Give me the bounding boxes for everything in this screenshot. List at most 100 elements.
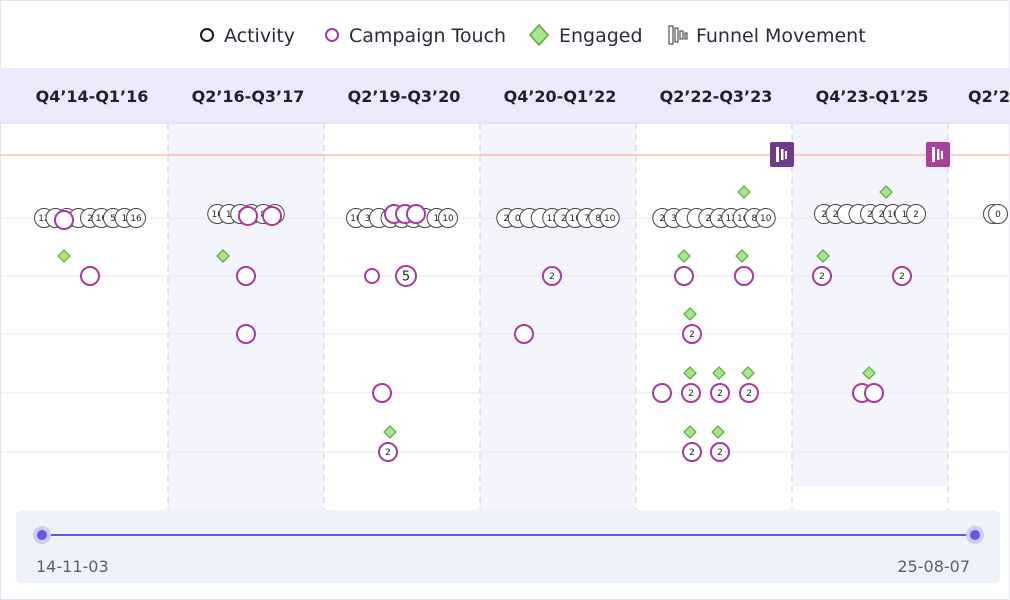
campaign-touch-marker[interactable] — [372, 383, 392, 403]
activity-count: 1 — [902, 210, 908, 220]
campaign-touch-marker[interactable] — [238, 206, 258, 226]
activity-marker[interactable]: 0 — [988, 204, 1008, 224]
period-band — [168, 123, 324, 510]
legend-funnel-icon — [668, 25, 688, 45]
campaign-touch-count: 2 — [717, 448, 723, 458]
activity-marker[interactable]: 10 — [755, 208, 776, 228]
activity-count: 10 — [570, 214, 582, 224]
range-start-handle[interactable] — [37, 530, 47, 540]
campaign-touch-marker[interactable]: 2 — [892, 266, 912, 286]
campaign-touch-marker[interactable]: 2 — [710, 442, 730, 462]
period-band — [480, 123, 636, 510]
engaged-marker[interactable] — [683, 366, 697, 380]
campaign-touch-marker[interactable]: 5 — [395, 265, 417, 287]
campaign-touch-marker[interactable]: 2 — [378, 442, 398, 462]
legend-activity-icon — [200, 28, 214, 42]
funnel-movement-marker[interactable] — [926, 142, 950, 167]
campaign-touch-count: 2 — [899, 272, 905, 282]
campaign-touch-count: 2 — [819, 272, 825, 282]
campaign-touch-marker[interactable]: 2 — [681, 383, 701, 403]
campaign-touch-marker[interactable]: 2 — [682, 442, 702, 462]
campaign-touch-count: 2 — [549, 272, 555, 282]
campaign-touch-count: 5 — [402, 270, 410, 285]
engaged-marker[interactable] — [677, 249, 691, 263]
period-label[interactable]: Q2’16-Q3’17 — [192, 87, 305, 106]
activity-count: 10 — [96, 214, 108, 224]
activity-count: 2 — [879, 210, 885, 220]
engaged-marker[interactable] — [735, 249, 749, 263]
engaged-marker[interactable] — [683, 307, 697, 321]
activity-count: 3 — [671, 214, 677, 224]
activity-count: 3 — [365, 214, 371, 224]
activity-count: 12 — [547, 214, 558, 224]
engaged-marker[interactable] — [816, 249, 830, 263]
period-band — [792, 123, 948, 486]
engaged-marker[interactable] — [683, 425, 697, 439]
engaged-marker[interactable] — [712, 366, 726, 380]
activity-count: 0 — [995, 210, 1001, 220]
range-slider-panel — [16, 510, 1000, 583]
activity-count: 10 — [442, 214, 454, 224]
activity-marker[interactable]: 16 — [126, 208, 146, 228]
range-end-handle[interactable] — [970, 530, 980, 540]
legend-activity-label: Activity — [224, 25, 295, 47]
campaign-touch-marker[interactable] — [80, 266, 100, 286]
campaign-touch-count: 2 — [689, 448, 695, 458]
campaign-touch-marker[interactable] — [262, 206, 282, 226]
activity-count: 12 — [38, 214, 49, 224]
campaign-touch-marker[interactable] — [236, 324, 256, 344]
activity-count: 16 — [130, 214, 142, 224]
engaged-marker[interactable] — [383, 425, 397, 439]
engaged-marker[interactable] — [216, 249, 230, 263]
engaged-marker[interactable] — [862, 366, 876, 380]
activity-count: 10 — [212, 210, 224, 220]
campaign-touch-marker[interactable] — [864, 383, 884, 403]
activity-count: 2 — [821, 210, 827, 220]
period-label[interactable]: Q2’19-Q3’20 — [348, 87, 461, 106]
campaign-touch-count: 2 — [717, 389, 723, 399]
campaign-touch-marker[interactable] — [734, 266, 754, 286]
campaign-touch-marker[interactable] — [236, 266, 256, 286]
activity-count: 7 — [584, 214, 590, 224]
engaged-marker[interactable] — [57, 249, 71, 263]
activity-count: 10 — [350, 214, 362, 224]
activity-count: 2 — [87, 214, 93, 224]
engaged-marker[interactable] — [737, 185, 751, 199]
campaign-touch-marker[interactable] — [652, 383, 672, 403]
campaign-touch-marker[interactable]: 2 — [710, 383, 730, 403]
activity-count: 5 — [110, 214, 116, 224]
campaign-touch-marker[interactable] — [54, 210, 74, 230]
period-header-bar — [0, 68, 1010, 123]
campaign-touch-marker[interactable]: 2 — [542, 266, 562, 286]
campaign-touch-marker[interactable]: 2 — [739, 383, 759, 403]
campaign-touch-marker[interactable] — [674, 266, 694, 286]
funnel-movement-marker[interactable] — [770, 142, 794, 167]
legend-campaign-icon — [325, 28, 339, 42]
engaged-marker[interactable] — [879, 185, 893, 199]
engaged-marker[interactable] — [711, 425, 725, 439]
range-slider[interactable]: 14-11-03 25-08-07 — [16, 510, 1000, 583]
legend-campaign-label: Campaign Touch — [349, 25, 506, 47]
activity-marker[interactable]: 10 — [599, 208, 620, 228]
campaign-touch-marker[interactable] — [514, 324, 534, 344]
period-label[interactable]: Q4’14-Q1’16 — [36, 87, 149, 106]
range-end-label: 25-08-07 — [897, 557, 970, 576]
activity-marker[interactable]: 10 — [438, 208, 458, 228]
campaign-touch-marker[interactable]: 2 — [812, 266, 832, 286]
activity-count: 10 — [604, 214, 616, 224]
campaign-touch-count: 2 — [689, 330, 695, 340]
period-label[interactable]: Q2’22-Q3’23 — [660, 87, 773, 106]
activity-count: 2 — [913, 210, 919, 220]
campaign-touch-count: 2 — [385, 448, 391, 458]
activity-count: 0 — [515, 214, 521, 224]
campaign-touch-marker[interactable] — [364, 268, 380, 284]
period-label[interactable]: Q2’25 — [968, 87, 1010, 106]
period-label[interactable]: Q4’20-Q1’22 — [504, 87, 617, 106]
engaged-marker[interactable] — [741, 366, 755, 380]
campaign-touch-marker[interactable] — [406, 204, 426, 224]
legend-engaged-icon — [528, 23, 550, 47]
campaign-touch-count: 2 — [746, 389, 752, 399]
activity-marker[interactable]: 2 — [906, 204, 926, 224]
period-label[interactable]: Q4’23-Q1’25 — [816, 87, 929, 106]
campaign-touch-marker[interactable]: 2 — [682, 324, 702, 344]
